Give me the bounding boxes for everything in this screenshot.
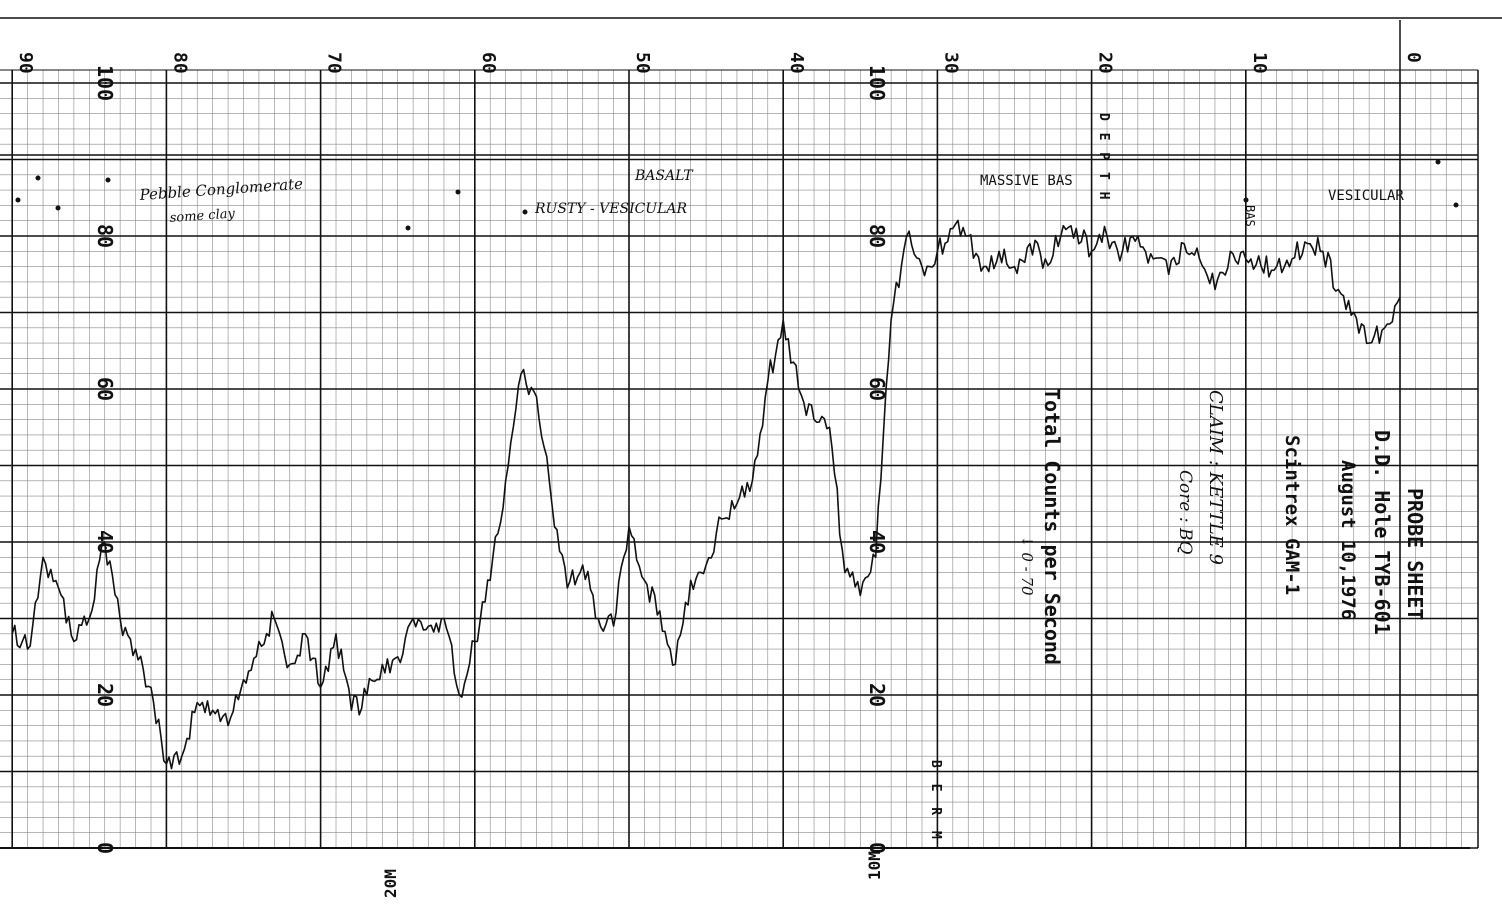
lithology-label: BAS — [1243, 205, 1257, 227]
depth-tick-label: 70 — [324, 52, 345, 74]
lithology-dot — [1243, 197, 1249, 203]
depth-tick-label: 10 — [1249, 52, 1270, 74]
count-tick-label: 0 — [865, 842, 889, 854]
scale-note: ↓ 0 - 70 — [1018, 535, 1036, 596]
claim: CLAIM : KETTLE 9 — [1205, 390, 1226, 565]
lithology-label: VESICULAR — [1328, 188, 1404, 204]
depth-tick-label: 50 — [632, 52, 653, 74]
depth-side-label: D E P T H — [1096, 113, 1111, 201]
count-tick-label: 80 — [93, 224, 117, 248]
depth-tick-label: 90 — [15, 52, 36, 74]
count-tick-label: 100 — [865, 65, 889, 101]
instrument: Scintrex GAM-1 — [1281, 435, 1303, 595]
depth-tick-label: 60 — [478, 52, 499, 74]
depth-tick-label: 80 — [169, 52, 190, 74]
lithology-dot — [55, 205, 61, 211]
lithology-dot — [105, 177, 111, 183]
count-tick-label: 0 — [93, 842, 117, 854]
depth-tick-label: 20 — [1095, 52, 1116, 74]
lithology-label: MASSIVE BAS — [980, 173, 1073, 189]
lithology-sublabel: BASALT — [634, 168, 694, 184]
lithology-dot — [35, 175, 41, 181]
lithology-dot — [15, 197, 21, 203]
depth-marker-10m: 10M — [865, 851, 884, 880]
lithology-sublabel: some clay — [169, 206, 236, 226]
berm-label: B E R M — [928, 760, 943, 843]
minor-grid — [0, 70, 1478, 848]
y-axis-title: Total Counts per Second — [1040, 388, 1064, 665]
lithology-dot — [455, 189, 461, 195]
count-tick-label: 80 — [865, 224, 889, 248]
count-tick-label: 60 — [93, 377, 117, 401]
lithology-dot — [405, 225, 411, 231]
depth-tick-label: 40 — [786, 52, 807, 74]
count-tick-label: 100 — [93, 65, 117, 101]
hole-id: D.D. Hole TYB-601 — [1370, 430, 1394, 635]
lithology-dots — [0, 154, 1478, 231]
depth-marker-20m: 20M — [381, 869, 400, 898]
probe-date: August 10,1976 — [1337, 460, 1359, 620]
lithology-dot — [522, 209, 528, 215]
lithology-dot — [1435, 159, 1441, 165]
core-size: Core : BQ — [1175, 470, 1195, 554]
count-tick-label: 20 — [93, 683, 117, 707]
count-tick-label: 20 — [865, 683, 889, 707]
gamma-count-trace — [11, 219, 1401, 770]
lithology-dot — [1453, 202, 1459, 208]
depth-axis: 0 10 20 30 40 50 60 70 80 90 — [15, 20, 1424, 74]
depth-tick-label: 30 — [940, 52, 961, 74]
lithology-label: RUSTY - VESICULAR — [534, 201, 688, 217]
sheet-title: PROBE SHEET — [1403, 488, 1427, 620]
depth-tick-label: 0 — [1403, 52, 1424, 63]
